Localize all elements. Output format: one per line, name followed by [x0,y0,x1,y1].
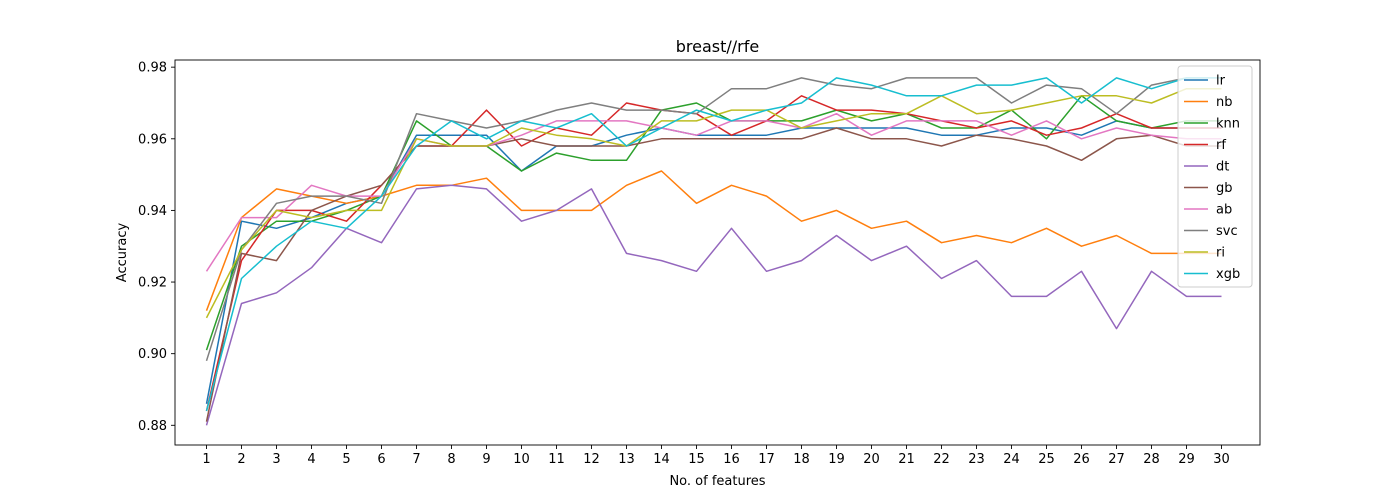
series-line-ab [205,112,1222,272]
legend-label-gb: gb [1216,181,1233,196]
x-tick-label: 17 [758,452,775,467]
x-tick-label: 9 [482,452,490,467]
x-tick-label: 5 [342,452,350,467]
x-tick-label: 1 [202,452,210,467]
x-tick-label: 2 [237,452,245,467]
x-tick-label: 19 [828,452,845,467]
x-tick-label: 22 [933,452,950,467]
series-line-dt [205,184,1222,426]
x-tick-label: 15 [688,452,705,467]
x-tick-label: 8 [447,452,455,467]
x-tick-label: 18 [793,452,810,467]
x-tick-label: 4 [307,452,315,467]
x-tick-label: 29 [1178,452,1195,467]
legend-label-nb: nb [1216,95,1233,110]
x-tick-label: 26 [1073,452,1090,467]
x-tick-label: 24 [1003,452,1020,467]
legend: lr nb knn rf dt gb ab svc ri xgb [1177,65,1253,288]
x-tick-label: 13 [618,452,635,467]
plot-frame [174,59,1261,446]
x-tick-label: 28 [1143,452,1160,467]
x-tick-label: 14 [653,452,670,467]
x-tick-label: 3 [272,452,280,467]
legend-label-rf: rf [1216,138,1226,153]
legend-box [1177,65,1253,288]
y-tick-label: 0.98 [138,61,167,76]
legend-label-ab: ab [1216,203,1232,218]
y-tick-label: 0.88 [138,419,167,434]
legend-label-svc: svc [1216,224,1238,239]
series-line-rf [205,95,1222,412]
series-layer [205,77,1222,426]
series-line-nb [205,170,1222,311]
chart-title: breast//rfe [676,37,759,56]
x-tick-label: 21 [898,452,915,467]
legend-label-lr: lr [1216,74,1226,89]
x-axis-title: No. of features [669,474,765,489]
series-line-gb [205,127,1222,422]
series-line-xgb [205,77,1222,412]
x-tick-label: 30 [1213,452,1230,467]
x-tick-label: 10 [513,452,530,467]
y-tick-label: 0.94 [138,204,167,219]
x-tick-label: 12 [583,452,600,467]
x-tick-label: 6 [377,452,385,467]
x-tick-label: 25 [1038,452,1055,467]
legend-label-dt: dt [1216,160,1229,175]
y-axis-title: Accuracy [115,223,130,283]
legend-label-xgb: xgb [1216,267,1240,282]
legend-label-knn: knn [1216,117,1240,132]
y-tick-label: 0.92 [138,276,167,291]
series-line-lr [205,120,1222,404]
x-tick-label: 20 [863,452,880,467]
x-tick-label: 16 [723,452,740,467]
y-tick-label: 0.90 [138,347,167,362]
y-tick-label: 0.96 [138,132,167,147]
series-line-svc [205,77,1222,362]
x-tick-label: 7 [412,452,420,467]
x-tick-label: 23 [968,452,985,467]
x-tick-label: 27 [1108,452,1125,467]
legend-label-ri: ri [1216,246,1225,261]
x-tick-label: 11 [548,452,565,467]
series-line-ri [205,87,1222,319]
axes-layer: 1 2 3 4 5 6 7 8 9 10 11 12 13 14 15 16 17 18 19 20 21 22 23 24 2… [138,59,1261,467]
series-line-knn [205,95,1222,351]
